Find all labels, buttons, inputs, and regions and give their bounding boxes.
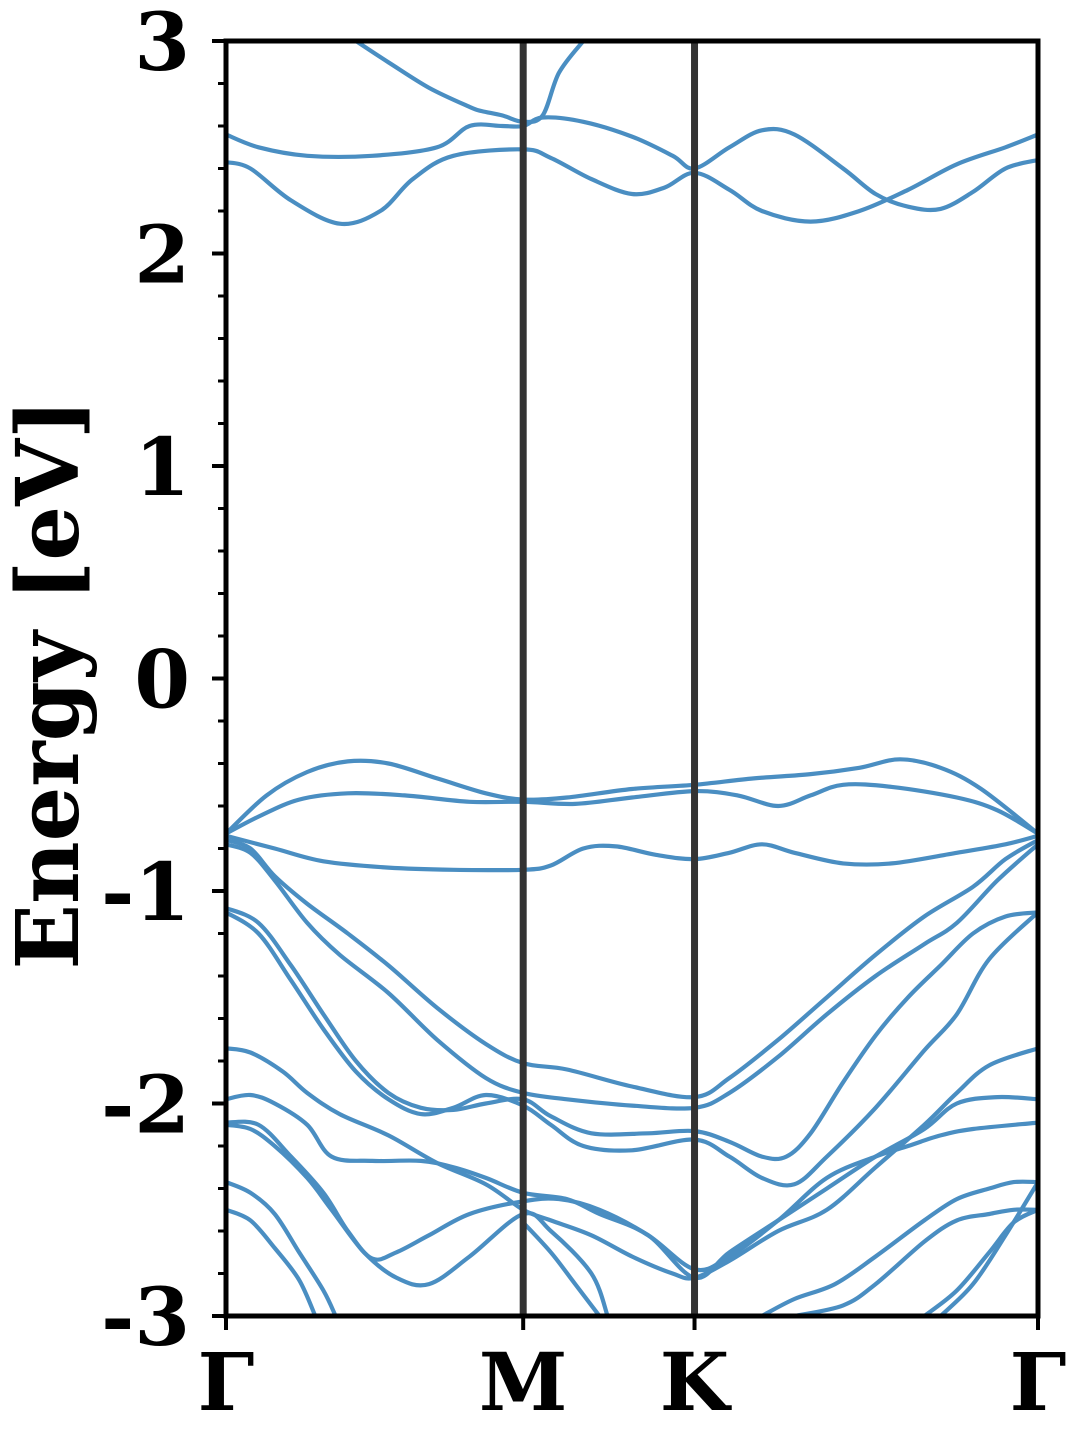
y-tick-labels: 3 2 1 0 -1 -2 -3: [101, 0, 190, 1364]
band-line-18: [759, 1179, 1038, 1316]
band-line-1: [353, 41, 586, 125]
band-line-10: [226, 910, 1038, 1188]
band-line-19: [792, 1207, 1038, 1316]
plot-frame: [223, 38, 1041, 1319]
y-tick-label-7: -3: [101, 1270, 190, 1364]
band-line-21: [938, 1180, 1038, 1316]
y-tick-label-4: 0: [134, 633, 190, 727]
y-tick-label-6: -2: [101, 1058, 190, 1152]
band-line-5: [226, 782, 1038, 836]
band-line-16: [226, 1207, 318, 1316]
band-line-9: [226, 905, 1038, 1162]
band-line-17: [521, 1220, 602, 1316]
band-lines: [226, 41, 1038, 1316]
band-line-20: [922, 1207, 1038, 1316]
band-line-11: [226, 1046, 1038, 1281]
band-line-4: [226, 757, 1038, 836]
band-line-8: [226, 842, 1038, 1111]
band-line-3: [226, 132, 1038, 227]
x-tick-label-2: M: [479, 1335, 568, 1429]
y-tick-label-3: 1: [134, 420, 190, 514]
y-tick-label-5: -1: [101, 845, 190, 939]
band-line-14: [226, 1122, 610, 1316]
y-tick-label-2: 2: [134, 208, 190, 302]
y-axis-title: Energy [eV]: [0, 399, 99, 970]
band-line-6: [226, 833, 1038, 873]
x-tick-label-3: K: [660, 1335, 732, 1429]
y-tick-label-1: 3: [134, 0, 190, 89]
kpoint-lines: [224, 41, 1040, 1330]
band-line-15: [226, 1180, 338, 1316]
band-line-7: [226, 837, 1038, 1100]
x-tick-label-1: Γ: [198, 1335, 255, 1429]
band-line-2: [226, 115, 1038, 213]
x-tick-label-4: Γ: [1010, 1335, 1067, 1429]
